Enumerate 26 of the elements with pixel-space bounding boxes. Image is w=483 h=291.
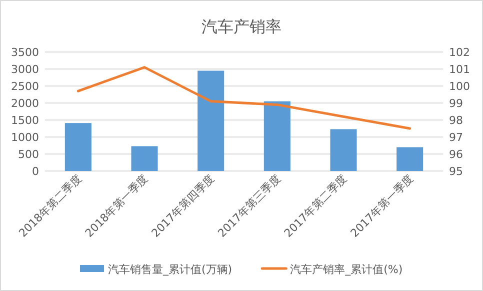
bar [64, 123, 92, 171]
chart-title: 汽车产销率 [202, 17, 282, 36]
y2-tick-label: 97 [449, 131, 463, 144]
y2-tick-label: 98 [449, 114, 463, 127]
y-tick-label: 0 [32, 165, 39, 178]
y2-tick-label: 95 [449, 165, 463, 178]
legend-label: 汽车产销率_累计值(%) [290, 263, 403, 276]
y-tick-label: 2000 [11, 97, 39, 110]
y-tick-label: 1000 [11, 131, 39, 144]
y2-tick-label: 96 [449, 148, 463, 161]
y2-tick-label: 100 [449, 80, 470, 93]
y2-tick-label: 99 [449, 97, 463, 110]
line-series [76, 66, 412, 130]
bar [330, 129, 357, 171]
y-tick-label: 2500 [11, 80, 39, 93]
bar [198, 70, 224, 171]
y-tick-label: 3500 [11, 46, 39, 59]
y-tick-label: 3000 [11, 63, 39, 76]
bar [396, 147, 424, 171]
bar [264, 101, 290, 171]
y2-tick-label: 101 [449, 63, 470, 76]
y2-tick-label: 102 [449, 46, 470, 59]
y-tick-label: 500 [18, 148, 39, 161]
y-tick-label: 1500 [11, 114, 39, 127]
legend-label: 汽车销售量_累计值(万辆) [108, 263, 232, 276]
bar [131, 146, 158, 171]
